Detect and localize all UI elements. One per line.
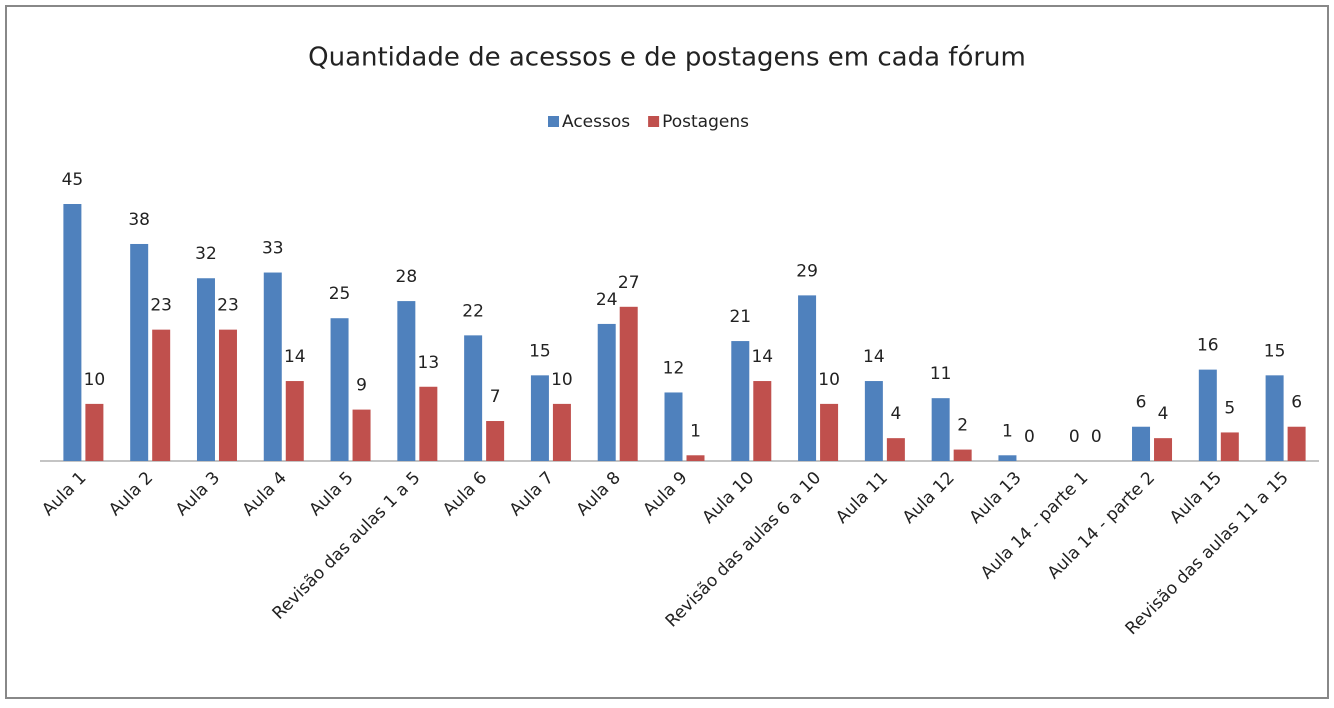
bar: [196, 278, 215, 461]
data-label: 2: [957, 416, 968, 436]
data-label: 45: [62, 170, 84, 190]
data-label: 12: [663, 358, 685, 378]
data-label: 7: [490, 387, 501, 407]
bar: [798, 295, 817, 461]
data-label: 5: [1224, 398, 1235, 418]
bar: [731, 341, 750, 461]
bar: [352, 409, 371, 461]
data-label: 23: [150, 296, 172, 316]
bar: [686, 455, 705, 461]
bar: [820, 403, 839, 461]
bar: [419, 386, 438, 461]
data-label: 15: [1264, 341, 1286, 361]
data-label: 10: [551, 370, 573, 390]
bar: [552, 403, 571, 461]
bar: [953, 449, 972, 461]
data-label: 38: [128, 210, 150, 230]
bar: [85, 403, 104, 461]
bar: [886, 438, 905, 461]
data-label: 22: [462, 301, 484, 321]
data-label: 24: [596, 290, 618, 310]
bar: [152, 329, 171, 461]
bar: [1154, 438, 1173, 461]
bar: [619, 306, 638, 461]
bar: [330, 318, 349, 461]
data-label: 9: [356, 376, 367, 396]
bar: [753, 381, 772, 461]
bar: [63, 204, 82, 461]
data-label: 10: [818, 370, 840, 390]
data-label: 29: [796, 261, 818, 281]
data-label: 21: [729, 307, 751, 327]
legend-swatch: [648, 116, 660, 127]
bar: [263, 272, 282, 461]
data-label: 0: [1024, 427, 1035, 447]
bar: [130, 243, 149, 461]
data-label: 11: [930, 364, 952, 384]
data-label: 27: [618, 273, 640, 293]
bar: [864, 381, 883, 461]
data-label: 4: [890, 404, 901, 424]
data-label: 15: [529, 341, 551, 361]
bar: [397, 301, 416, 461]
bar: [530, 375, 549, 461]
data-label: 10: [84, 370, 106, 390]
bar: [597, 323, 616, 461]
bar: [1220, 432, 1239, 461]
bar: [1287, 426, 1306, 461]
data-label: 0: [1069, 427, 1080, 447]
data-label: 1: [690, 421, 701, 441]
legend-label: Acessos: [562, 112, 630, 132]
data-label: 28: [396, 267, 418, 287]
data-label: 6: [1291, 393, 1302, 413]
bar: [218, 329, 237, 461]
bar: [1132, 426, 1151, 461]
data-label: 14: [863, 347, 885, 367]
data-label: 32: [195, 244, 217, 264]
data-label: 14: [751, 347, 773, 367]
bar: [931, 398, 950, 461]
bar: [464, 335, 483, 461]
data-label: 23: [217, 296, 239, 316]
data-label: 4: [1158, 404, 1169, 424]
data-label: 16: [1197, 336, 1219, 356]
data-label: 14: [284, 347, 306, 367]
data-label: 6: [1136, 393, 1147, 413]
data-label: 13: [418, 353, 440, 373]
bar: [998, 455, 1017, 461]
data-label: 33: [262, 239, 284, 259]
bar: [486, 421, 505, 461]
legend-label: Postagens: [662, 112, 749, 132]
bar: [1265, 375, 1284, 461]
data-label: 25: [329, 284, 351, 304]
bar: [664, 392, 683, 461]
legend-swatch: [548, 116, 559, 127]
chart-title: Quantidade de acessos e de postagens em …: [308, 43, 1026, 73]
data-label: 0: [1091, 427, 1102, 447]
bar: [1198, 369, 1217, 461]
data-label: 1: [1002, 421, 1013, 441]
bar: [285, 381, 304, 461]
